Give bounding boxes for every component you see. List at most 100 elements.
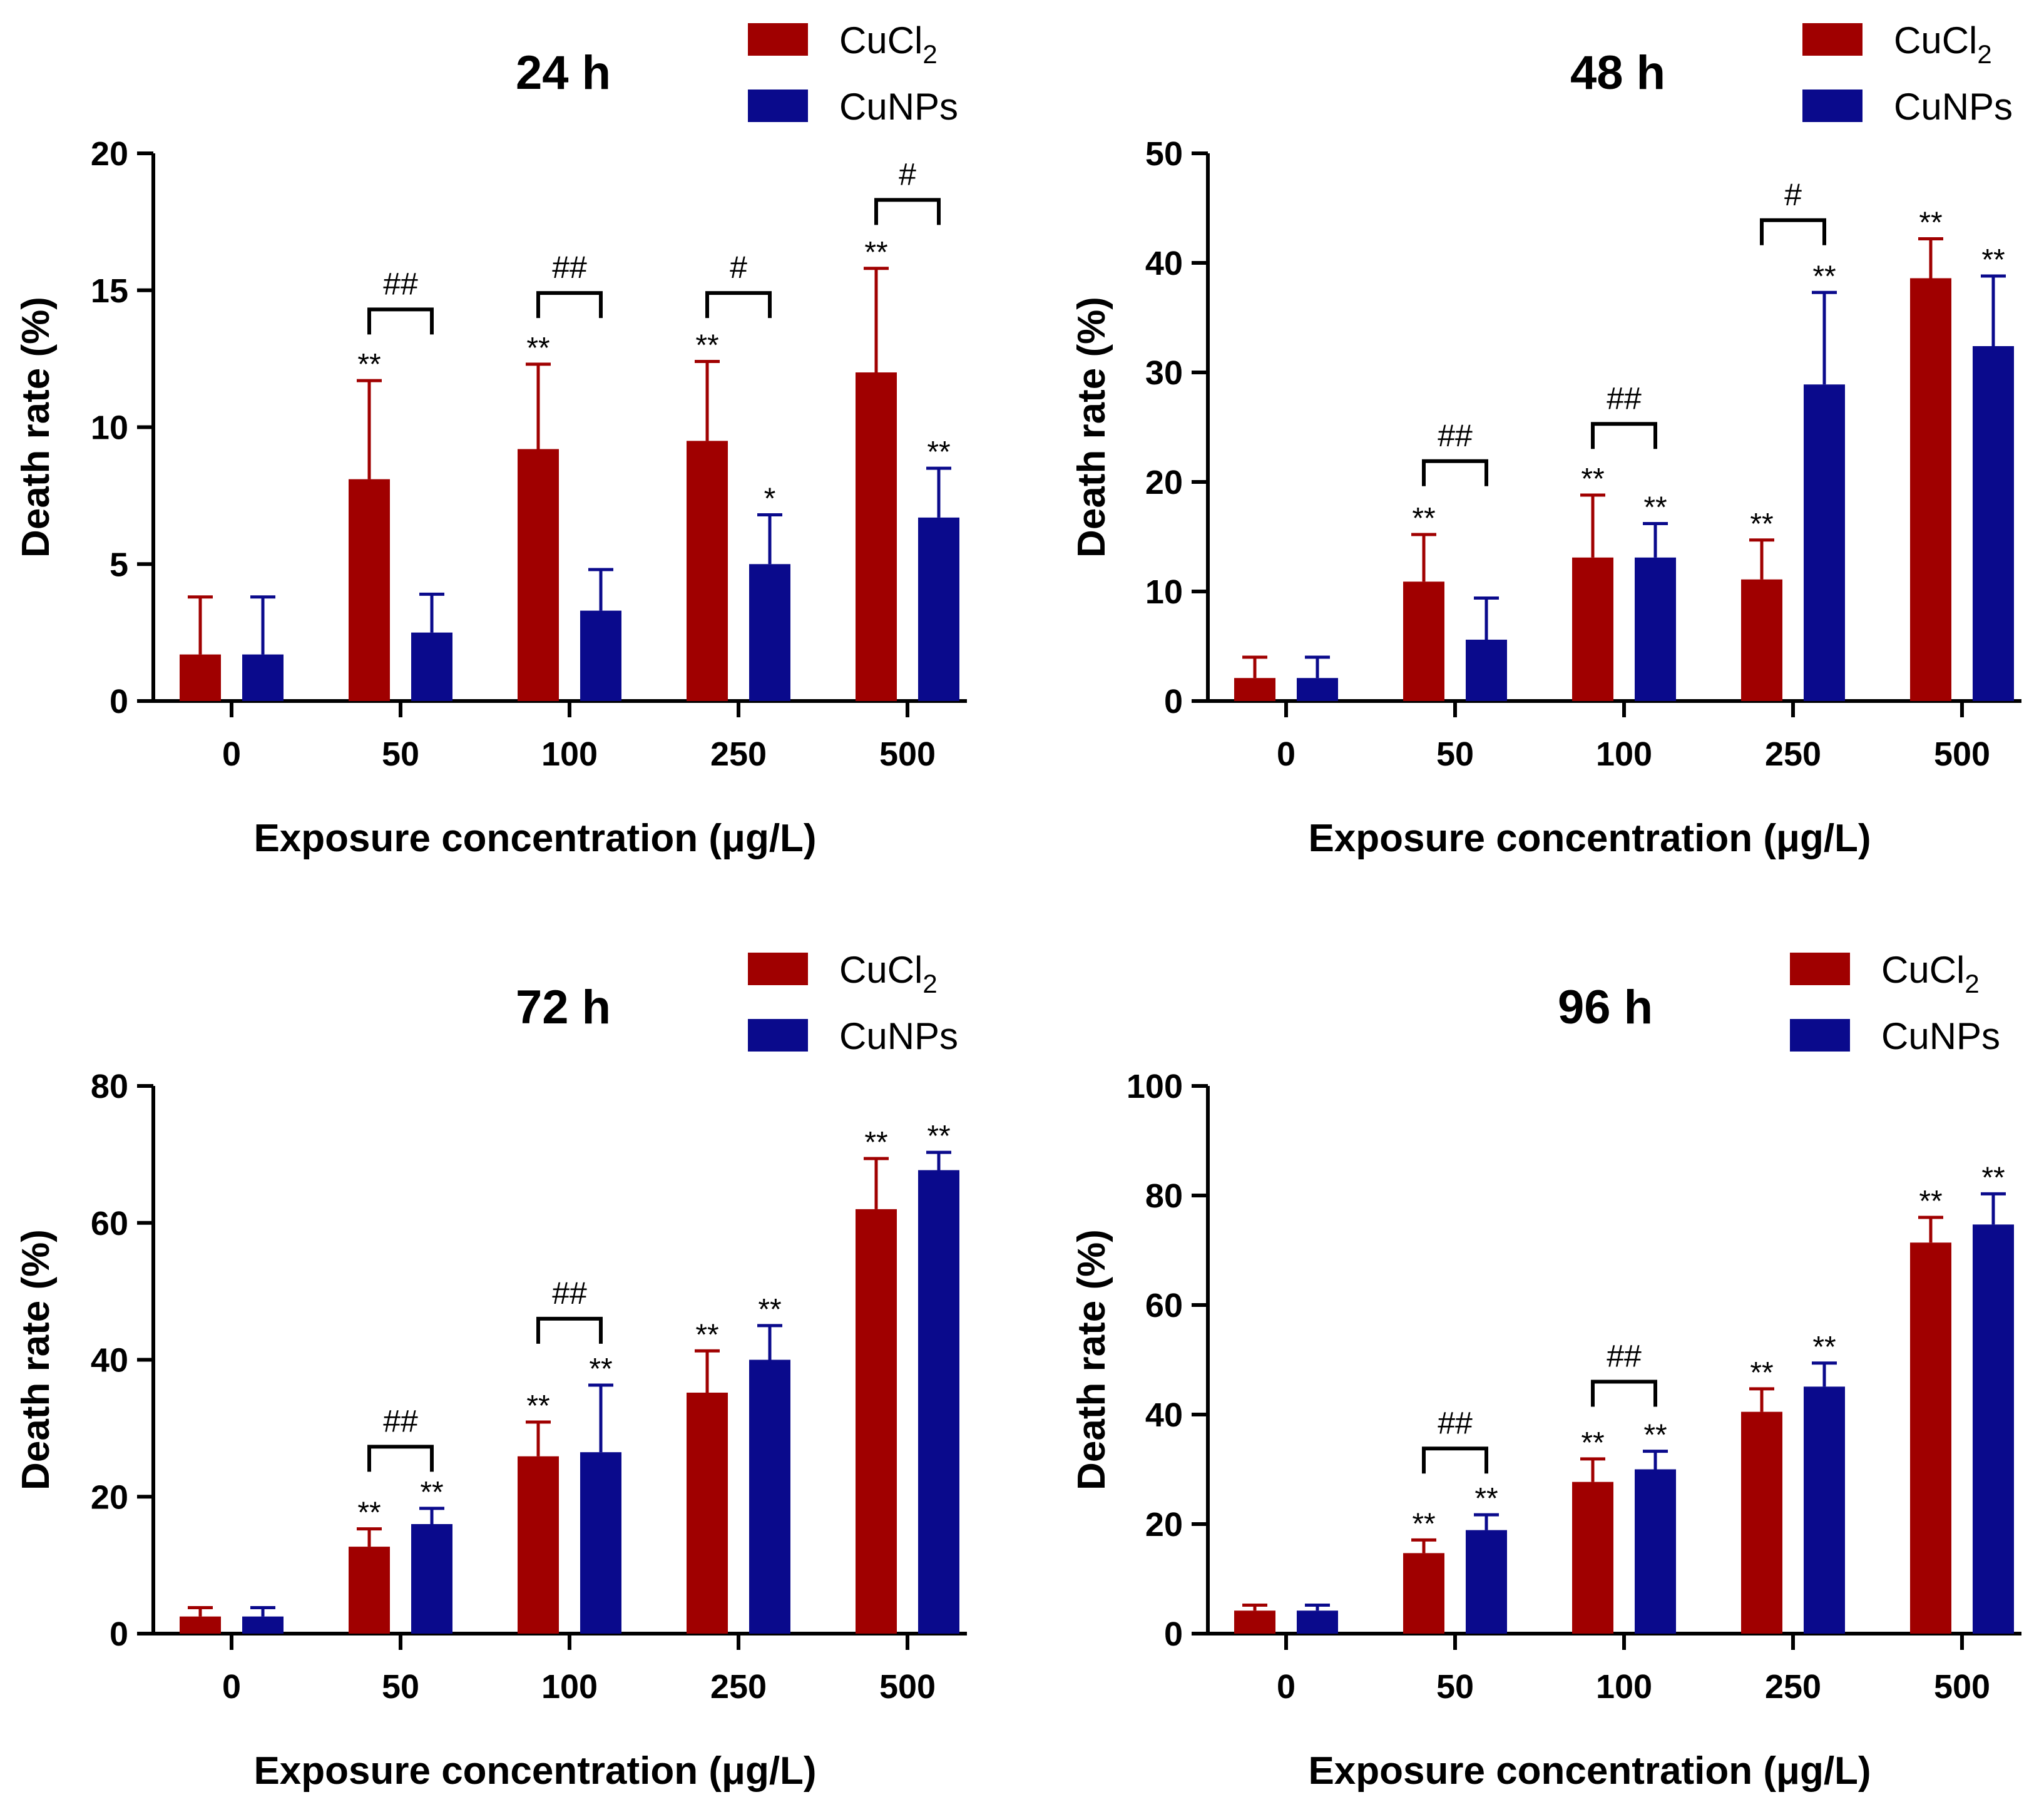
y-axis-label: Death rate (%) (14, 1229, 58, 1490)
significance-mark: ** (695, 1318, 718, 1351)
x-tick-label: 50 (382, 735, 419, 773)
y-tick-label: 80 (91, 1068, 128, 1105)
bar (518, 449, 559, 701)
y-tick-label: 15 (91, 272, 128, 310)
legend-swatch (1802, 23, 1863, 56)
x-tick-label: 500 (879, 1668, 936, 1706)
significance-mark: ** (1643, 1419, 1667, 1452)
bar (180, 1616, 221, 1634)
legend-label: CuCl2 (839, 19, 938, 69)
significance-mark: ** (758, 1293, 781, 1326)
legend-label: CuNPs (1894, 86, 2013, 128)
y-tick-label: 100 (1127, 1068, 1183, 1105)
legend-swatch (748, 953, 808, 985)
bar (749, 564, 790, 701)
bar (1973, 1224, 2014, 1634)
x-tick-label: 500 (1934, 1668, 1990, 1706)
significance-mark: ** (695, 329, 718, 362)
chart-title: 96 h (1558, 981, 1653, 1034)
significance-mark: ** (927, 436, 950, 469)
y-tick-label: 0 (1164, 683, 1183, 720)
comparison-bracket (1760, 218, 1826, 245)
legend-label: CuCl2 (839, 949, 938, 998)
significance-mark: ** (927, 1120, 950, 1153)
x-tick-label: 500 (1934, 735, 1990, 773)
significance-mark: ** (864, 1126, 887, 1159)
bar (1466, 1530, 1507, 1634)
bar (1297, 678, 1338, 701)
y-tick-label: 10 (1145, 573, 1183, 611)
y-tick-label: 0 (1164, 1615, 1183, 1653)
x-tick-label: 250 (710, 1668, 767, 1706)
y-tick-label: 30 (1145, 354, 1183, 392)
comparison-bracket (536, 291, 603, 319)
y-tick-label: 80 (1145, 1177, 1183, 1215)
bar (1466, 640, 1507, 701)
legend-swatch (748, 90, 808, 122)
bar (1403, 581, 1444, 701)
y-axis-label: Death rate (%) (1070, 1229, 1113, 1490)
bar (1403, 1553, 1444, 1634)
bar (687, 441, 728, 701)
bar (1297, 1610, 1338, 1634)
significance-mark: ** (357, 348, 381, 381)
comparison-label: # (1784, 177, 1802, 212)
y-tick-label: 20 (91, 1478, 128, 1516)
y-tick-label: 20 (91, 135, 128, 173)
x-tick-label: 0 (222, 1668, 241, 1706)
comparison-bracket (1422, 459, 1488, 486)
bar (1572, 557, 1613, 701)
significance-mark: ** (1981, 1161, 2005, 1194)
x-tick-label: 50 (1436, 735, 1474, 773)
significance-mark: ** (1412, 1507, 1435, 1540)
significance-mark: * (764, 483, 776, 516)
chart-panel: 72 h CuCl2 CuNPs 0 20 40 60 80 0 50 100 250 500 Expos… (14, 949, 967, 1793)
bar (1635, 557, 1676, 701)
y-tick-label: 40 (91, 1342, 128, 1379)
significance-mark: ** (1581, 1426, 1604, 1460)
y-axis-label: Death rate (%) (14, 297, 58, 558)
bar (687, 1393, 728, 1634)
legend-label: CuNPs (839, 1015, 958, 1057)
comparison-bracket (874, 198, 941, 225)
x-tick-label: 50 (1436, 1668, 1474, 1706)
comparison-bracket (536, 1316, 603, 1344)
bar (1741, 579, 1782, 701)
bar (1234, 1610, 1275, 1634)
significance-mark: ** (526, 332, 549, 365)
chart-title: 24 h (516, 46, 611, 100)
bar (1804, 384, 1845, 701)
y-tick-label: 0 (110, 1615, 128, 1653)
significance-mark: ** (420, 1476, 443, 1509)
x-tick-label: 0 (1277, 735, 1295, 773)
comparison-bracket (1591, 1379, 1657, 1407)
significance-mark: ** (1919, 207, 1942, 240)
bar (1910, 278, 1951, 701)
y-tick-label: 0 (110, 683, 128, 720)
bar (1234, 678, 1275, 701)
bar (349, 1547, 390, 1634)
y-tick-label: 20 (1145, 1506, 1183, 1543)
bar (180, 654, 221, 701)
bar (856, 1209, 897, 1634)
y-tick-label: 60 (91, 1205, 128, 1242)
x-tick-label: 0 (1277, 1668, 1295, 1706)
bar (1572, 1482, 1613, 1634)
comparison-bracket (367, 1445, 434, 1472)
comparison-bracket (367, 307, 434, 335)
significance-mark: ** (1750, 1356, 1773, 1390)
comparison-label: ## (1607, 1339, 1642, 1374)
comparison-bracket (705, 291, 772, 319)
bar (1741, 1411, 1782, 1634)
significance-mark: ** (1412, 502, 1435, 535)
x-axis-label: Exposure concentration (μg/L) (253, 1749, 816, 1793)
significance-mark: ** (1981, 243, 2005, 277)
y-tick-label: 10 (91, 409, 128, 447)
x-tick-label: 100 (541, 1668, 598, 1706)
x-axis-label: Exposure concentration (μg/L) (253, 817, 816, 860)
x-tick-label: 0 (222, 735, 241, 773)
comparison-label: ## (1607, 381, 1642, 416)
significance-mark: ** (1581, 463, 1604, 496)
comparison-label: ## (552, 1276, 587, 1311)
significance-mark: ** (864, 236, 887, 269)
